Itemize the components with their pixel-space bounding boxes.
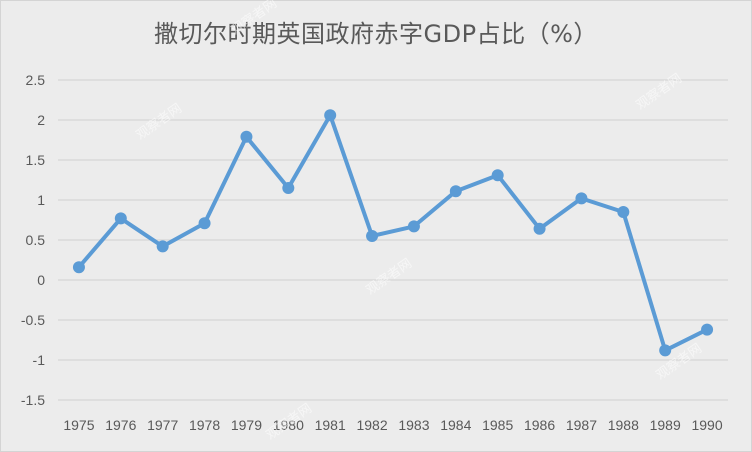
- data-point-marker: [617, 206, 630, 218]
- x-tick-label: 1986: [524, 417, 555, 433]
- watermark-text: 观察者网: [364, 256, 415, 298]
- data-point-marker: [240, 130, 253, 143]
- data-point-marker: [701, 323, 714, 336]
- data-point-marker: [198, 217, 211, 230]
- y-tick-label: 1.5: [26, 152, 46, 168]
- watermark-text: 观察者网: [134, 101, 185, 143]
- data-points: [72, 109, 714, 357]
- y-tick-label: 1: [37, 192, 45, 208]
- x-tick-label: 1990: [691, 417, 722, 433]
- y-tick-label: 0.5: [26, 232, 46, 248]
- x-tick-label: 1987: [566, 417, 597, 433]
- data-point-marker: [156, 240, 169, 253]
- watermark-text: 观察者网: [229, 0, 280, 38]
- x-tick-label: 1981: [315, 417, 346, 433]
- x-tick-label: 1985: [482, 417, 513, 433]
- data-point-marker: [575, 192, 588, 205]
- data-point-marker: [282, 182, 295, 194]
- y-tick-label: 2: [37, 112, 45, 128]
- watermark-text: 观察者网: [264, 401, 315, 443]
- data-point-marker: [659, 344, 672, 357]
- data-point-marker: [366, 230, 379, 242]
- x-tick-label: 1989: [650, 417, 681, 433]
- chart-title: 撒切尔时期英国政府赤字GDP占比（%）: [154, 20, 598, 48]
- y-tick-label: -0.5: [21, 312, 45, 328]
- y-axis-labels: 2.5 2 1.5 1 0.5 0 -0.5 -1 -1.5: [21, 72, 45, 408]
- x-tick-label: 1988: [608, 417, 639, 433]
- x-tick-label: 1977: [147, 417, 178, 433]
- gridlines: [58, 79, 728, 401]
- data-point-marker: [72, 261, 85, 274]
- data-point-marker: [407, 220, 420, 233]
- y-tick-label: 0: [37, 272, 45, 288]
- data-point-marker: [533, 222, 546, 235]
- x-tick-label: 1983: [398, 417, 429, 433]
- x-tick-label: 1982: [356, 417, 387, 433]
- y-tick-label: -1: [33, 352, 46, 368]
- x-tick-label: 1976: [105, 417, 136, 433]
- data-point-marker: [491, 169, 504, 182]
- x-tick-label: 1979: [231, 417, 262, 433]
- x-axis-labels: 1975 1976 1977 1978 1979 1980 1981 1982 1983 1984…: [63, 417, 722, 433]
- x-tick-label: 1978: [189, 417, 220, 433]
- watermark-text: 观察者网: [634, 71, 685, 113]
- data-point-marker: [324, 109, 337, 122]
- data-point-marker: [449, 185, 462, 198]
- x-tick-label: 1980: [273, 417, 304, 433]
- x-tick-label: 1975: [63, 417, 94, 433]
- data-point-marker: [114, 212, 127, 225]
- series-line: [77, 113, 708, 353]
- y-tick-label: -1.5: [21, 392, 45, 408]
- x-tick-label: 1984: [440, 417, 471, 433]
- y-tick-label: 2.5: [26, 72, 46, 88]
